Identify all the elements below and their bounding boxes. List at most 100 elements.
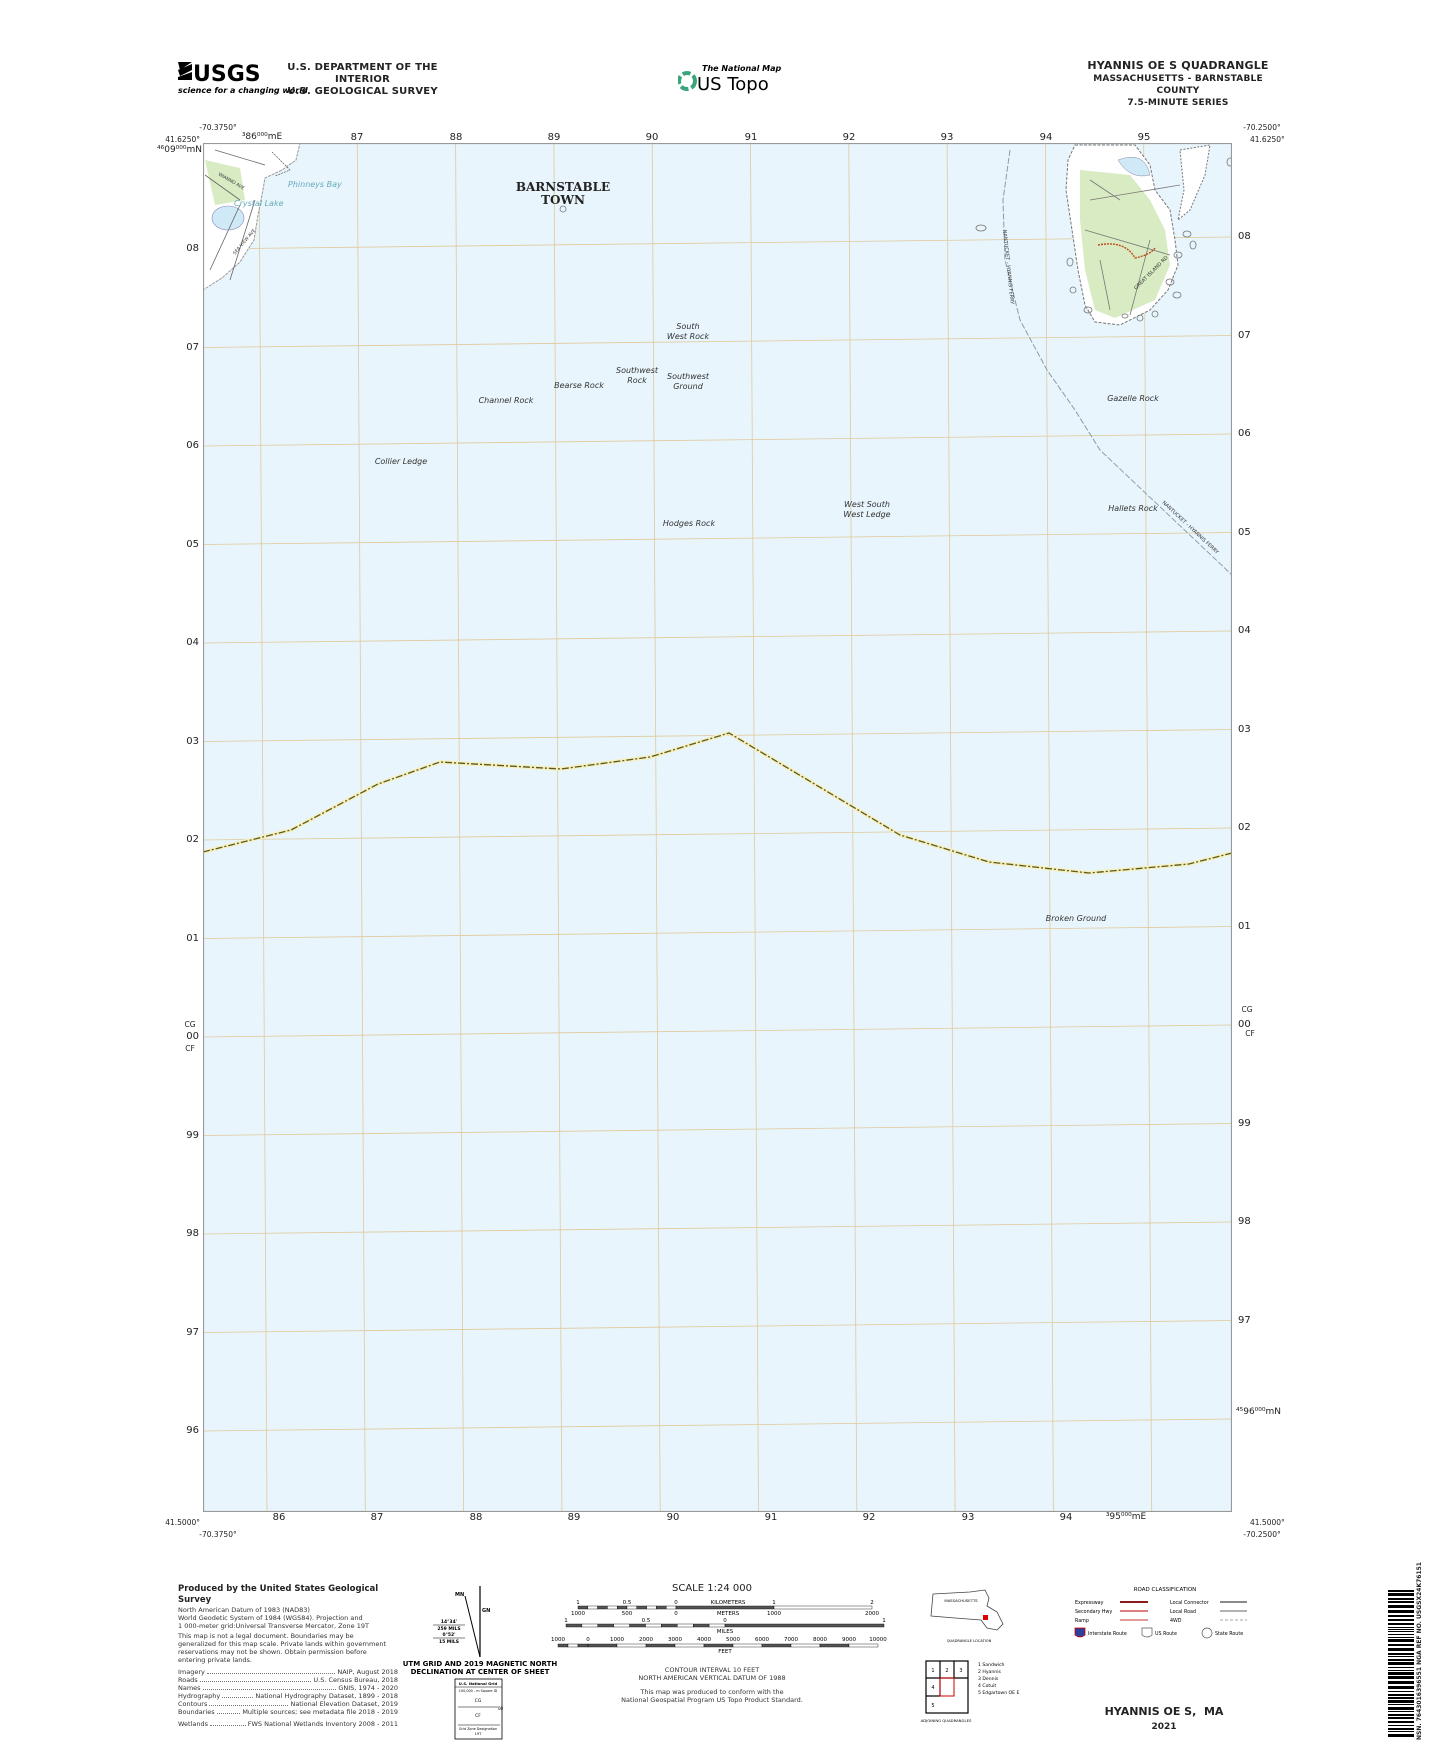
- scale-bar-mile-segment: [597, 1623, 614, 1628]
- declination-mils: 259 MILS: [437, 1626, 460, 1632]
- easting-bottom: 91: [764, 1512, 778, 1523]
- feature-label: South West Rock: [667, 322, 709, 342]
- feet-tick: 2000: [639, 1637, 653, 1643]
- grid-line-northing: [203, 827, 1232, 841]
- legend-ramp: Ramp: [1075, 1618, 1089, 1624]
- town-boundary-line: [203, 732, 1232, 874]
- mile-label: MILES: [717, 1629, 734, 1635]
- source-row: Contours National Elevation Dataset, 2019: [178, 1700, 398, 1708]
- feet-tick: 7000: [784, 1637, 798, 1643]
- scale-bar-mile-segment: [629, 1623, 646, 1628]
- scale-title: SCALE 1:24 000: [672, 1583, 752, 1594]
- quadrangle-title: HYANNIS OE S QUADRANGLE: [1087, 59, 1269, 72]
- declination-caption: UTM GRID AND 2019 MAGNETIC NORTH: [403, 1660, 558, 1668]
- quad-location-caption: QUADRANGLE LOCATION: [947, 1639, 992, 1643]
- adjoining-cell: 1: [931, 1668, 934, 1674]
- feet-tick: 3000: [668, 1637, 682, 1643]
- barcode-bar: [1388, 1598, 1414, 1600]
- barcode-bar: [1388, 1707, 1414, 1710]
- grid-box-zone: 19T: [475, 1732, 483, 1736]
- feet-tick: 9000: [842, 1637, 856, 1643]
- feet-tick: 1000: [551, 1637, 565, 1643]
- grid-line-northing: [203, 1221, 1232, 1235]
- scale-bar-mile-segment: [565, 1623, 583, 1628]
- national-grid-box: U.S. National Grid 100,000 - m Square ID…: [454, 1678, 504, 1740]
- map-frame[interactable]: Phinneys Bay Crystal Lake GREAT ISLAND R…: [203, 143, 1232, 1512]
- legend-us-route: US Route: [1155, 1631, 1177, 1637]
- contour-interval: CONTOUR INTERVAL 10 FEET: [664, 1666, 760, 1674]
- easting-label-first: ³86⁰⁰⁰mE: [241, 132, 283, 142]
- grid-line-northing: [203, 335, 1232, 348]
- easting-top: 93: [940, 132, 954, 143]
- state-route-icon: [1201, 1627, 1213, 1639]
- scale-bar-km-segment: [587, 1605, 598, 1610]
- adjoining-quadrangles: 1 2 3 4 5 ADJOINING QUADRANGLES 1 Sandwi…: [921, 1660, 1020, 1723]
- grid-line-easting: [946, 143, 956, 1512]
- legend-interstate: Interstate Route: [1088, 1631, 1127, 1637]
- barcode-bar: [1388, 1667, 1414, 1668]
- m-label: METERS: [717, 1611, 740, 1617]
- road-classification-title: ROAD CLASSIFICATION: [1134, 1587, 1197, 1593]
- scale-bar-mile-segment: [724, 1623, 885, 1628]
- scale-bar-feet-segment: [567, 1643, 579, 1648]
- town-label: BARNSTABLE TOWN: [516, 181, 610, 207]
- northing-left: 96: [186, 1425, 199, 1436]
- legend-4wd: 4WD: [1170, 1618, 1182, 1624]
- scale-bar-feet-segment: [557, 1643, 569, 1648]
- scale-bar-feet-segment: [587, 1643, 618, 1648]
- grid-line-northing: [203, 433, 1232, 447]
- scale-bar-mile-segment: [677, 1623, 694, 1628]
- feet-tick: 4000: [697, 1637, 711, 1643]
- corner-tl-lat: 41.6250°: [165, 135, 200, 144]
- grid-line-easting: [1045, 143, 1054, 1512]
- grid-line-easting: [848, 143, 858, 1512]
- adjoining-cell: 5: [931, 1703, 934, 1709]
- source-label: Imagery: [178, 1668, 205, 1676]
- northing-left: 98: [186, 1228, 199, 1239]
- scale-bar-km-segment: [675, 1605, 775, 1610]
- barcode-bar: [1388, 1704, 1414, 1705]
- great-island: GREAT ISLAND RD: [559, 144, 1232, 326]
- barcode-bar: [1388, 1590, 1414, 1592]
- agency-block: U.S. DEPARTMENT OF THE INTERIOR U.S. GEO…: [280, 62, 445, 98]
- barcode-bar: [1388, 1700, 1414, 1703]
- convergence-mils: 15 MILS: [439, 1639, 459, 1645]
- barcode-bar: [1388, 1672, 1414, 1675]
- barcode-bar: [1388, 1634, 1414, 1635]
- scale-bar-feet-segment: [790, 1643, 821, 1648]
- m-tick: 1000: [571, 1611, 585, 1617]
- barcode-bar: [1388, 1717, 1414, 1719]
- mile-tick: 0: [723, 1618, 727, 1624]
- legend-secondary-hwy: Secondary Hwy: [1075, 1609, 1112, 1615]
- easting-bottom: 88: [469, 1512, 483, 1523]
- svg-text:US Topo: US Topo: [697, 74, 769, 95]
- source-label: Names: [178, 1684, 201, 1692]
- barcode-bar: [1388, 1593, 1414, 1596]
- northing-left: 03: [186, 735, 199, 747]
- adjoining-list-item: 2 Hyannis: [978, 1669, 1001, 1675]
- grid-line-easting: [750, 143, 759, 1512]
- agency-tagline: science for a changing world: [178, 86, 308, 95]
- scale-bar-km-segment: [665, 1605, 677, 1610]
- grid-line-easting: [651, 143, 661, 1512]
- conform-note: National Geospatial Program US Topo Prod…: [621, 1696, 803, 1704]
- northing-right: 07: [1238, 329, 1251, 341]
- massachusetts-outline: [930, 1589, 1004, 1631]
- easting-bottom: 90: [666, 1512, 680, 1523]
- barcode-bar: [1388, 1714, 1414, 1716]
- scale-bar-mile-segment: [645, 1623, 662, 1628]
- easting-top: 94: [1039, 132, 1053, 143]
- datum-line: North American Datum of 1983 (NAD83): [178, 1606, 310, 1614]
- scale-bar-feet-segment: [819, 1643, 850, 1648]
- grid-box-zone-label: Grid Zone Designation: [459, 1727, 497, 1731]
- northing-left: 00: [186, 1031, 199, 1042]
- barcode: NSN. 7643016396551 NGA REF NO. USGSX24K7…: [1388, 1562, 1438, 1740]
- barcode-icon: [1388, 1590, 1414, 1737]
- scale-bar-feet-segment: [577, 1643, 589, 1648]
- grid-line-easting: [1143, 143, 1153, 1512]
- source-label: Boundaries: [178, 1708, 215, 1716]
- town-label-line: BARNSTABLE: [515, 180, 611, 194]
- northing-right: 04: [1238, 625, 1251, 636]
- easting-bottom: 87: [370, 1512, 384, 1523]
- barcode-bar: [1388, 1686, 1414, 1689]
